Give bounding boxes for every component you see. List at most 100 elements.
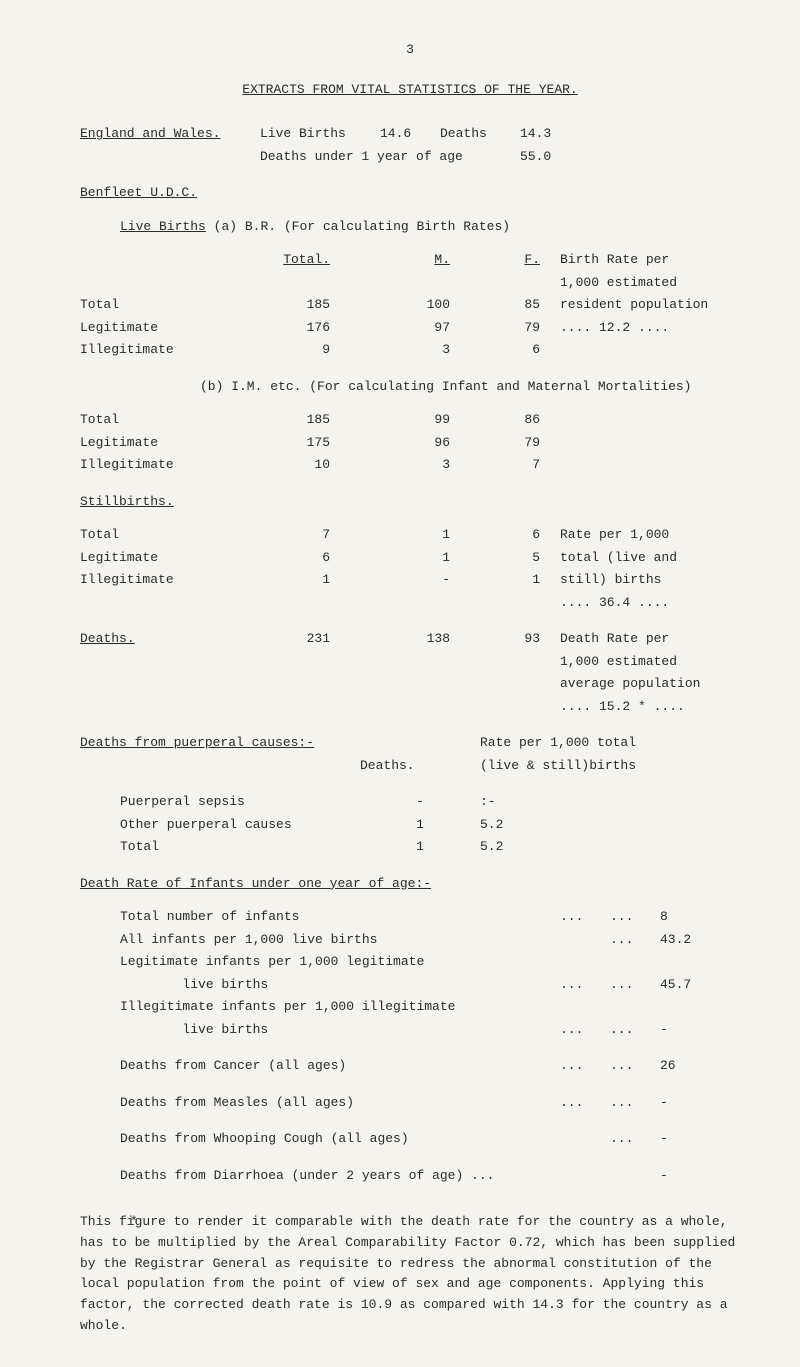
death-note4: .... 15.2 * .... <box>560 697 740 717</box>
live-births-sub: (a) B.R. (For calculating Birth Rates) <box>214 219 510 234</box>
cell: 7 <box>480 455 560 475</box>
row-label: Legitimate infants per 1,000 legitimate <box>120 952 560 972</box>
row-label: Total <box>80 295 240 315</box>
cell: 10 <box>240 455 360 475</box>
row-label: Total number of infants <box>120 907 560 927</box>
table-row: Legitimate infants per 1,000 legitimate <box>120 952 740 972</box>
table-row: Total 185 99 86 <box>80 410 740 430</box>
table-row: Legitimate 6 1 5 total (live and <box>80 548 740 568</box>
cell: 5 <box>480 548 560 568</box>
table-row: Illegitimate 1 - 1 still) births <box>80 570 740 590</box>
cell: 1 <box>360 815 480 835</box>
cell: 1 <box>360 548 480 568</box>
table-row: Total 7 1 6 Rate per 1,000 <box>80 525 740 545</box>
row-label: All infants per 1,000 live births <box>120 930 560 950</box>
still-note3: still) births <box>560 570 740 590</box>
cell: 175 <box>240 433 360 453</box>
whooping-row: Deaths from Whooping Cough (all ages) ..… <box>120 1129 740 1149</box>
cell: 3 <box>360 455 480 475</box>
row-label: Illegitimate <box>80 455 240 475</box>
cell: 1 <box>360 525 480 545</box>
table-row: live births ... ... - <box>120 1020 740 1040</box>
deaths-label: Deaths <box>440 124 520 144</box>
cell: 1 <box>360 837 480 857</box>
deaths-val: 14.3 <box>520 124 551 144</box>
cell: 97 <box>360 318 480 338</box>
cell: 8 <box>660 907 740 927</box>
cell: 99 <box>360 410 480 430</box>
cell: 86 <box>480 410 560 430</box>
england-label: England and Wales. <box>80 124 260 144</box>
cell: 43.2 <box>660 930 740 950</box>
death-note3: average population <box>560 674 740 694</box>
row-label: Deaths from Measles (all ages) <box>120 1093 560 1113</box>
footnote-text: This figure to render it comparable with… <box>80 1214 735 1333</box>
cell: 79 <box>480 318 560 338</box>
under-label: Deaths under 1 year of age <box>260 147 520 167</box>
cell: 6 <box>480 340 560 360</box>
puer-note2: (live & still)births <box>480 756 740 776</box>
row-label: live births <box>120 975 560 995</box>
row-label: Puerperal sepsis <box>120 792 360 812</box>
still-note4: .... 36.4 .... <box>560 593 740 613</box>
cell: 5.2 <box>480 815 503 835</box>
birth-note3: resident population <box>560 295 740 315</box>
puer-note1: Rate per 1,000 total <box>480 733 740 753</box>
table-row: All infants per 1,000 live births ... 43… <box>120 930 740 950</box>
diarrhoea-row: Deaths from Diarrhoea (under 2 years of … <box>120 1166 740 1186</box>
births-label: Live Births <box>260 124 380 144</box>
cell: 185 <box>240 295 360 315</box>
death-rate-heading: Death Rate of Infants under one year of … <box>80 874 740 894</box>
row-label: Illegitimate infants per 1,000 illegitim… <box>120 997 560 1017</box>
deaths-heading: Deaths. <box>80 629 240 649</box>
table-row: Other puerperal causes 1 5.2 <box>120 815 740 835</box>
cell: 5.2 <box>480 837 503 857</box>
row-label: Total <box>120 837 360 857</box>
cell: 96 <box>360 433 480 453</box>
cell: 3 <box>360 340 480 360</box>
cell: 6 <box>480 525 560 545</box>
table-row: Legitimate 176 97 79 .... 12.2 .... <box>80 318 740 338</box>
death-note2: 1,000 estimated <box>560 652 740 672</box>
cell: 138 <box>360 629 480 649</box>
benfleet-heading: Benfleet U.D.C. <box>80 183 740 203</box>
deaths-row: Deaths. 231 138 93 Death Rate per <box>80 629 740 649</box>
col-total: Total. <box>240 250 360 270</box>
document-title: EXTRACTS FROM VITAL STATISTICS OF THE YE… <box>80 80 740 100</box>
cell: 85 <box>480 295 560 315</box>
table-row: Puerperal sepsis - :- <box>120 792 740 812</box>
cell: 1 <box>480 570 560 590</box>
death-note1: Death Rate per <box>560 629 740 649</box>
cell: 1 <box>240 570 360 590</box>
england-row: England and Wales. Live Births 14.6 Deat… <box>80 124 740 144</box>
col-m: M. <box>360 250 480 270</box>
still-note2: total (live and <box>560 548 740 568</box>
england-row2: Deaths under 1 year of age 55.0 <box>80 147 740 167</box>
cell: - <box>660 1020 740 1040</box>
cell: - <box>360 570 480 590</box>
dots: ... <box>560 907 610 927</box>
cell: :- <box>480 792 496 812</box>
table-row: Total 1 5.2 <box>120 837 740 857</box>
still-note1: Rate per 1,000 <box>560 525 740 545</box>
cell: - <box>360 792 480 812</box>
row-label: live births <box>120 1020 560 1040</box>
cell: 93 <box>480 629 560 649</box>
cell: 176 <box>240 318 360 338</box>
row-label: Legitimate <box>80 433 240 453</box>
cell: 185 <box>240 410 360 430</box>
row-label: Total <box>80 410 240 430</box>
table-row: Illegitimate 9 3 6 <box>80 340 740 360</box>
row-label: Legitimate <box>80 548 240 568</box>
live-births-heading: Live Births <box>120 219 206 234</box>
birth-note2: 1,000 estimated <box>560 273 740 293</box>
row-label: Total <box>80 525 240 545</box>
part-b-heading: (b) I.M. etc. (For calculating Infant an… <box>200 377 740 397</box>
birth-note1: Birth Rate per <box>560 250 740 270</box>
row-label: Legitimate <box>80 318 240 338</box>
row-label: Deaths from Whooping Cough (all ages) <box>120 1129 560 1149</box>
cancer-row: Deaths from Cancer (all ages) ... ... 26 <box>120 1056 740 1076</box>
footnote: * This figure to render it comparable wi… <box>80 1212 740 1337</box>
puerperal-heading: Deaths from puerperal causes:- <box>80 733 360 753</box>
cell: 45.7 <box>660 975 740 995</box>
